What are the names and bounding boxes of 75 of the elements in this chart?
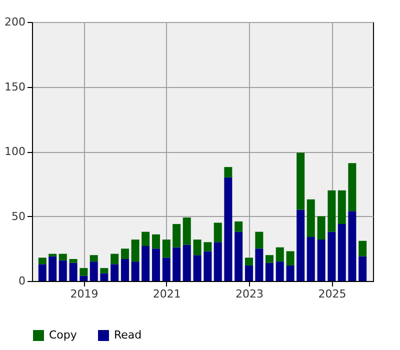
bar: [182, 244, 191, 281]
bar: [172, 247, 181, 281]
bar: [338, 224, 346, 281]
bar: [296, 210, 305, 281]
bar: [90, 262, 98, 281]
bar: [317, 216, 326, 240]
bar: [152, 234, 160, 249]
bar: [110, 264, 119, 281]
x-tick-label: 2019: [70, 288, 98, 300]
bar: [317, 240, 326, 281]
legend-label: Copy: [49, 328, 78, 342]
bar: [131, 262, 140, 281]
bar: [48, 254, 57, 256]
legend-label: Read: [114, 328, 142, 342]
bar: [328, 232, 336, 281]
bar: [255, 232, 264, 249]
bar: [286, 265, 294, 281]
bar: [286, 251, 294, 266]
bar: [38, 264, 46, 281]
bar: [328, 190, 336, 232]
bar: [152, 248, 160, 281]
bar: [358, 256, 367, 281]
bar: [100, 273, 108, 281]
y-tick-label: 150: [4, 80, 26, 94]
bar: [193, 240, 202, 256]
bar: [58, 260, 67, 281]
x-tick-label: 2021: [152, 288, 181, 300]
bar: [131, 240, 140, 262]
bar: [245, 258, 253, 266]
y-tick-label: 100: [4, 145, 26, 158]
bar: [245, 265, 253, 281]
bar: [142, 246, 150, 281]
x-tick-label: 2023: [236, 288, 264, 300]
bar: [182, 218, 191, 245]
bar: [306, 236, 315, 281]
bar: [69, 262, 78, 281]
bar: [358, 240, 367, 256]
bar: [80, 268, 88, 276]
bar: [255, 248, 264, 281]
y-tick-label: 50: [12, 210, 26, 223]
bar: [48, 256, 57, 281]
bar: [69, 258, 78, 263]
bar: [265, 262, 274, 281]
bar: [38, 258, 46, 264]
bar: [348, 211, 356, 281]
bar: [348, 163, 356, 212]
bar: [265, 255, 274, 263]
bar: [193, 255, 202, 281]
bar: [338, 190, 346, 224]
bar: [214, 222, 222, 242]
bar: [204, 251, 212, 281]
y-tick-label: 200: [4, 16, 26, 28]
y-tick-label: 0: [18, 274, 26, 288]
bar: [110, 254, 119, 264]
bar: [58, 254, 67, 260]
bar: [172, 224, 181, 248]
bar: [80, 276, 88, 281]
bar: [204, 242, 212, 252]
bar: [224, 167, 232, 178]
bar: [306, 199, 315, 237]
bar: [90, 255, 98, 262]
bar: [121, 258, 129, 281]
bar: [214, 242, 222, 281]
bar: [234, 221, 243, 232]
bar: [121, 248, 129, 259]
bar: [276, 262, 284, 281]
bar: [234, 232, 243, 281]
bar: [276, 247, 284, 262]
bar: [142, 232, 150, 246]
bar: [100, 268, 108, 274]
x-tick-label: 2025: [318, 288, 346, 300]
bar: [162, 240, 170, 258]
bar: [224, 177, 232, 281]
bar: [296, 152, 305, 210]
bar: [162, 258, 170, 281]
